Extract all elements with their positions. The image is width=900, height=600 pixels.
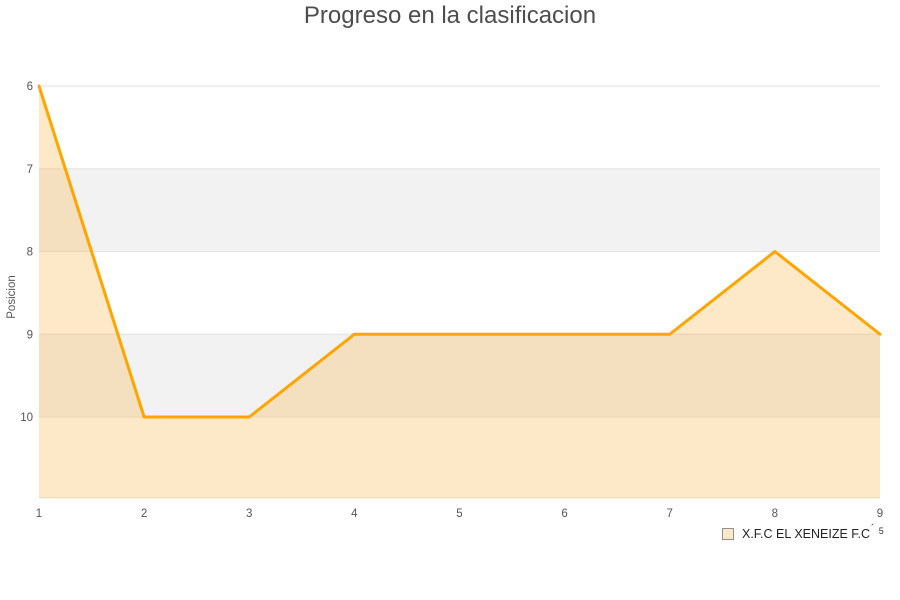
x-tick-label: 8 bbox=[772, 508, 778, 520]
y-tick-label: 8 bbox=[27, 247, 33, 259]
x-tick-label: 6 bbox=[561, 508, 567, 520]
x-tick-label: 4 bbox=[351, 508, 358, 520]
chart-title: Progreso en la clasificacion bbox=[303, 2, 597, 29]
series-line bbox=[37, 84, 882, 419]
grid-band-gray bbox=[39, 334, 880, 417]
x-tick-label: 9 bbox=[877, 508, 883, 520]
x-tick-label: 7 bbox=[667, 508, 673, 520]
series-area bbox=[39, 86, 880, 498]
legend-item[interactable]: X.F.C EL XENEIZE F.C ´ 5 bbox=[722, 523, 884, 542]
legend-swatch-icon bbox=[722, 528, 734, 540]
grid-band-white bbox=[39, 417, 880, 498]
y-tick-label: 6 bbox=[27, 81, 33, 93]
grid-band-gray bbox=[39, 168, 880, 252]
y-tick-label: 7 bbox=[27, 164, 33, 176]
x-tick-label: 5 bbox=[456, 508, 462, 520]
x-tick-label: 3 bbox=[246, 508, 252, 520]
grid-band-white bbox=[39, 251, 880, 335]
grid-band-white bbox=[39, 86, 880, 169]
x-tick-label: 2 bbox=[141, 508, 147, 520]
y-tick-label: 10 bbox=[20, 412, 33, 424]
legend-superscript: 5 bbox=[878, 526, 884, 536]
legend-label: X.F.C EL XENEIZE F.C bbox=[742, 527, 871, 541]
x-tick-label: 1 bbox=[36, 508, 42, 520]
y-tick-label: 9 bbox=[27, 329, 33, 341]
legend-mark: ´ bbox=[871, 523, 875, 535]
